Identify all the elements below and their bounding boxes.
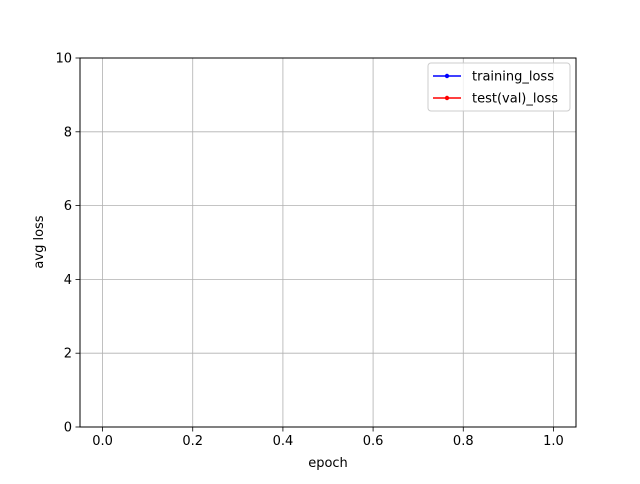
x-tick-label: 0.8 — [453, 434, 474, 449]
y-axis-ticks: 0 2 4 6 8 10 — [55, 52, 80, 436]
x-tick-label: 0.6 — [363, 434, 384, 449]
y-tick-label: 4 — [64, 273, 72, 288]
x-axis-ticks: 0.0 0.2 0.4 0.6 0.8 1.0 — [92, 427, 564, 449]
y-axis-label: avg loss — [32, 215, 47, 268]
y-tick-label: 0 — [64, 421, 72, 436]
legend-entry-label: test(val)_loss — [472, 92, 558, 107]
grid-lines — [80, 58, 576, 427]
y-tick-label: 8 — [64, 125, 72, 140]
legend: training_loss test(val)_loss — [427, 62, 571, 112]
y-tick-label: 6 — [64, 199, 72, 214]
y-tick-label: 2 — [64, 347, 72, 362]
y-tick-label: 10 — [55, 52, 72, 67]
legend-box — [427, 62, 571, 112]
legend-swatch-marker — [444, 73, 450, 79]
plot-frame — [79, 57, 577, 428]
legend-entry-label: training_loss — [472, 70, 554, 85]
x-tick-label: 0.0 — [92, 434, 113, 449]
x-axis-label: epoch — [308, 456, 348, 471]
x-tick-label: 1.0 — [543, 434, 564, 449]
x-tick-label: 0.2 — [182, 434, 203, 449]
legend-swatch-marker — [444, 95, 450, 101]
x-tick-label: 0.4 — [273, 434, 294, 449]
